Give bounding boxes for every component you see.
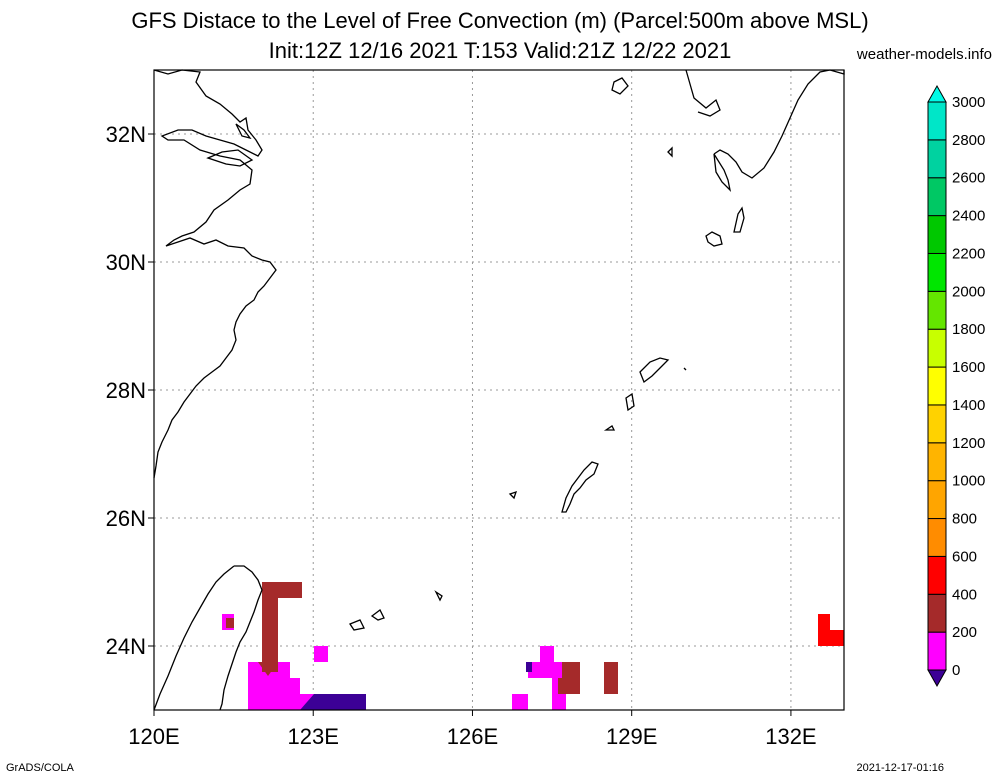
- shade-cell: [562, 662, 580, 694]
- colorbar-segment: [927, 442, 947, 482]
- axis-ticks: 120E 123E 126E 129E 132E 32N 30N 28N 26N 24N: [106, 122, 817, 749]
- colorbar-label: 2000: [952, 283, 985, 300]
- title-line-1: GFS Distace to the Level of Free Convect…: [131, 8, 869, 33]
- shade-cell: [226, 618, 234, 628]
- colorbar-segment: [927, 177, 947, 217]
- colorbar-segment: [927, 215, 947, 254]
- colorbar-segment: [927, 480, 947, 520]
- shade-cell: [818, 614, 844, 646]
- colorbar-segment: [927, 631, 947, 671]
- colorbar-segment: [927, 101, 947, 141]
- coastlines: [153, 69, 845, 711]
- shade-cell: [248, 662, 314, 710]
- colorbar-end-low: [927, 669, 947, 688]
- colorbar-label: 2800: [952, 132, 985, 149]
- shade-cell: [262, 582, 302, 598]
- shade-cell: [526, 662, 532, 672]
- credit-text: weather-models.info: [856, 46, 992, 63]
- colorbar-label: 3000: [952, 94, 985, 111]
- shade-cell: [262, 598, 278, 672]
- colorbar-label: 2400: [952, 208, 985, 225]
- lon-tick-label: 120E: [128, 724, 179, 749]
- colorbar-segment: [927, 593, 947, 633]
- colorbar-label: 400: [952, 586, 977, 603]
- grid-lines: [154, 70, 844, 710]
- colorbar-label: 200: [952, 624, 977, 641]
- colorbar-label: 1200: [952, 435, 985, 452]
- shade-cell: [604, 662, 618, 694]
- lat-tick-label: 24N: [106, 634, 146, 659]
- colorbar-segment: [927, 555, 947, 595]
- colorbar-label: 1000: [952, 473, 985, 490]
- title-line-2: Init:12Z 12/16 2021 T:153 Valid:21Z 12/2…: [268, 38, 732, 63]
- colorbar-segment: [927, 366, 947, 406]
- shade-cell: [540, 646, 554, 662]
- colorbar-label: 1400: [952, 397, 985, 414]
- shade-cell: [258, 662, 278, 676]
- colorbar-label: 2200: [952, 245, 985, 262]
- lon-tick-label: 123E: [288, 724, 339, 749]
- colorbar-segment: [927, 518, 947, 557]
- colorbar-label: 2600: [952, 170, 985, 187]
- footer-timestamp: 2021-12-17-01:16: [856, 762, 944, 774]
- shade-cell: [528, 662, 562, 678]
- footer-software: GrADS/COLA: [6, 762, 74, 774]
- colorbar-end-high: [927, 84, 947, 103]
- colorbar-label: 0: [952, 662, 960, 679]
- colorbar-segment: [927, 328, 947, 368]
- lat-tick-label: 30N: [106, 250, 146, 275]
- colorbar-legend: 0 200 400 600 800 1000 1200 1400 1600 1800 2000 220…: [927, 84, 985, 688]
- shade-cell: [314, 646, 328, 662]
- colorbar-label: 600: [952, 548, 977, 565]
- colorbar-label: 1800: [952, 321, 985, 338]
- shade-cell: [512, 694, 528, 710]
- colorbar-label: 800: [952, 511, 977, 528]
- lon-tick-label: 129E: [606, 724, 657, 749]
- colorbar-segment: [927, 139, 947, 179]
- lat-tick-label: 32N: [106, 122, 146, 147]
- shade-cell: [558, 678, 566, 694]
- lfc-shading: [222, 582, 844, 710]
- colorbar-segment: [927, 404, 947, 444]
- lon-tick-label: 126E: [447, 724, 498, 749]
- colorbar-segment: [927, 252, 947, 292]
- colorbar-label: 1600: [952, 359, 985, 376]
- lon-tick-label: 132E: [765, 724, 816, 749]
- colorbar-segment: [927, 290, 947, 330]
- shade-cell: [300, 694, 366, 710]
- lat-tick-label: 28N: [106, 378, 146, 403]
- lat-tick-label: 26N: [106, 506, 146, 531]
